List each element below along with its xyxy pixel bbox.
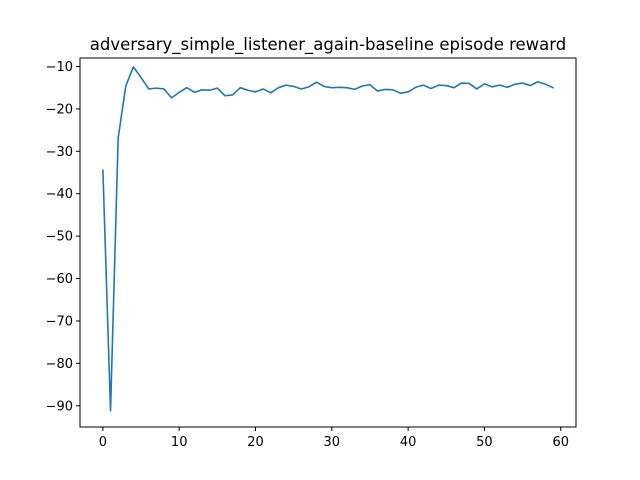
y-tick-label: −80 [46,357,73,372]
x-tick-label: 50 [476,435,493,450]
y-tick-label: −40 [46,187,73,202]
x-tick-label: 10 [171,435,188,450]
x-tick-label: 30 [324,435,341,450]
series-line-1 [102,66,554,412]
x-tick-label: 0 [99,435,107,450]
y-tick-label: −30 [46,145,73,160]
plot-axes: 0 10 20 30 40 50 60 −10 −20 −30 −40 −50 −60 −70 −80 −90 [46,57,577,450]
y-tick-label: −50 [46,230,73,245]
x-tick-label: 40 [400,435,417,450]
y-tick-label: −70 [46,314,73,329]
y-tick-label: −90 [46,399,73,414]
y-tick-label: −10 [46,60,73,75]
y-tick-label: −20 [46,102,73,117]
plot-frame [79,57,577,428]
y-tick-label: −60 [46,272,73,287]
x-tick-label: 20 [247,435,264,450]
chart-title: adversary_simple_listener_again-baseline… [90,35,567,55]
x-tick-label: 60 [552,435,569,450]
